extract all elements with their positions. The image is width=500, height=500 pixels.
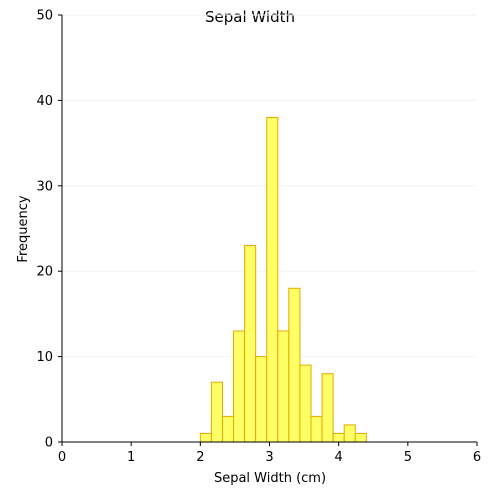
histogram-bar-12	[332, 432, 345, 443]
x-tick-label-1: 1	[127, 450, 135, 465]
tick-labels: 0 1 2 3 4 5 6 0 10 20 30 40 50	[36, 9, 481, 466]
histogram-bar-1	[210, 381, 223, 443]
x-axis-label: Sepal Width (cm)	[214, 471, 326, 486]
histogram-bar-14	[354, 432, 367, 443]
x-tick-label-4: 4	[335, 450, 343, 465]
x-tick-label-2: 2	[196, 450, 204, 465]
x-tick-label-0: 0	[58, 450, 66, 465]
y-tick-label-5: 50	[36, 9, 53, 24]
histogram-bar-2	[221, 415, 235, 443]
y-tick-label-3: 30	[36, 179, 53, 194]
x-tick-label-5: 5	[404, 450, 412, 465]
histogram-bar-4	[244, 245, 257, 443]
histogram-bar-3	[233, 330, 246, 443]
chart-title: Sepal Width	[205, 8, 295, 26]
y-tick-label-0: 0	[45, 436, 53, 451]
histogram-bar-7	[277, 330, 290, 443]
histogram-bar-0	[199, 432, 212, 443]
histogram-bar-5	[255, 356, 268, 443]
histogram-bar-13	[343, 424, 356, 443]
x-tick-label-6: 6	[473, 450, 481, 465]
y-tick-label-2: 20	[36, 265, 53, 280]
histogram-bars	[199, 116, 367, 443]
histogram-bar-11	[321, 373, 334, 443]
axes	[58, 14, 478, 446]
x-tick-label-3: 3	[265, 450, 273, 465]
y-axis-label: Frequency	[16, 195, 31, 262]
histogram-bar-9	[299, 364, 312, 443]
histogram-bar-8	[288, 287, 301, 443]
histogram-bar-6	[266, 116, 279, 443]
y-tick-label-1: 10	[36, 350, 53, 365]
histogram-bar-10	[310, 415, 323, 443]
y-tick-label-4: 40	[36, 94, 53, 109]
